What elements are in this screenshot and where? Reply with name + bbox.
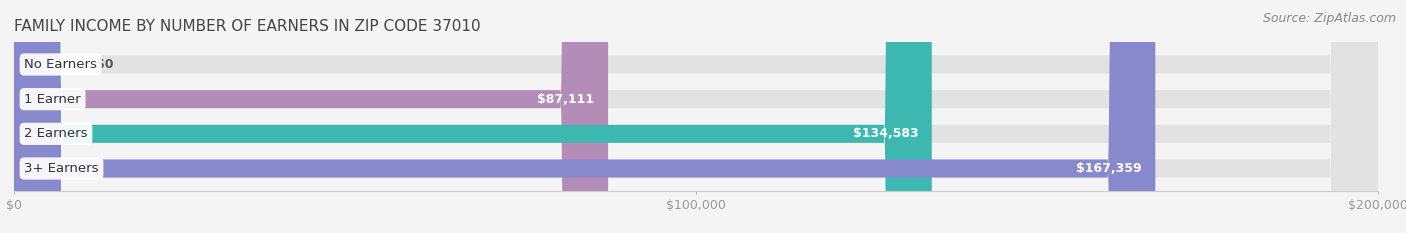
- FancyBboxPatch shape: [14, 0, 932, 233]
- FancyBboxPatch shape: [14, 0, 1378, 233]
- FancyBboxPatch shape: [14, 0, 1378, 233]
- Text: Source: ZipAtlas.com: Source: ZipAtlas.com: [1263, 12, 1396, 25]
- FancyBboxPatch shape: [14, 0, 1378, 233]
- FancyBboxPatch shape: [14, 0, 1378, 233]
- Text: 1 Earner: 1 Earner: [24, 93, 82, 106]
- Text: $87,111: $87,111: [537, 93, 595, 106]
- Text: 2 Earners: 2 Earners: [24, 127, 87, 140]
- FancyBboxPatch shape: [14, 0, 1156, 233]
- Text: 3+ Earners: 3+ Earners: [24, 162, 98, 175]
- Text: $0: $0: [96, 58, 114, 71]
- Text: No Earners: No Earners: [24, 58, 97, 71]
- Text: FAMILY INCOME BY NUMBER OF EARNERS IN ZIP CODE 37010: FAMILY INCOME BY NUMBER OF EARNERS IN ZI…: [14, 19, 481, 34]
- Text: $134,583: $134,583: [852, 127, 918, 140]
- FancyBboxPatch shape: [14, 0, 35, 233]
- FancyBboxPatch shape: [14, 0, 607, 233]
- Text: $167,359: $167,359: [1076, 162, 1142, 175]
